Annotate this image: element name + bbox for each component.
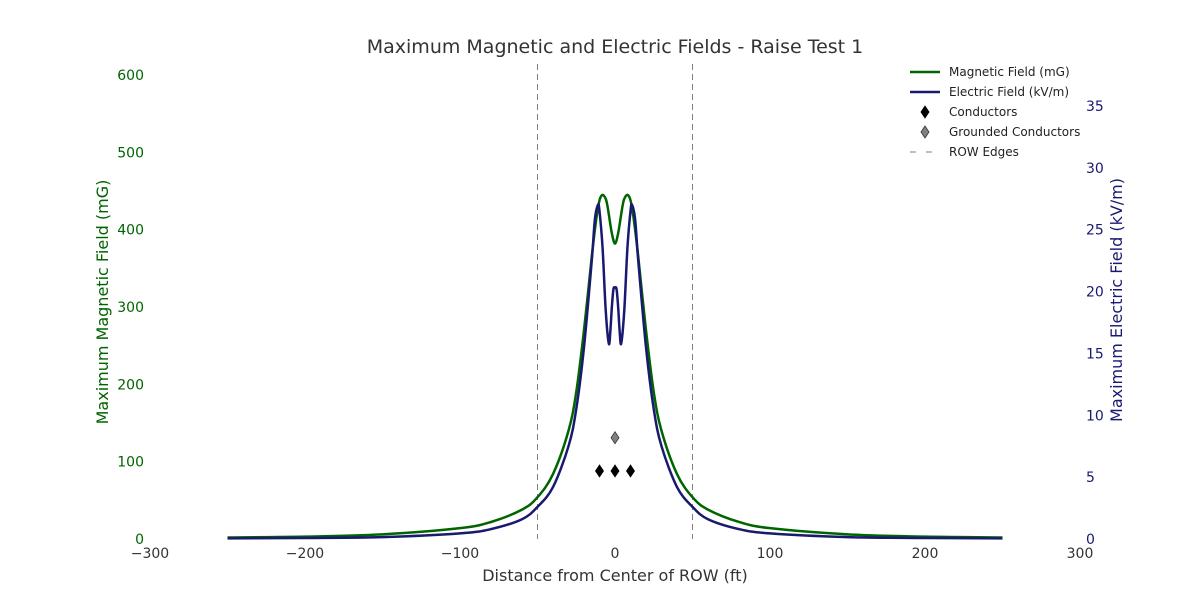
left-tick-label: 200 (117, 377, 144, 393)
conductor-markers (595, 430, 635, 478)
legend: Magnetic Field (mG) Electric Field (kV/m)… (910, 65, 1080, 159)
legend-label: Magnetic Field (mG) (949, 65, 1070, 79)
electric-field-line (227, 203, 1003, 540)
left-tick-label: 300 (117, 300, 144, 316)
right-axis-ticks: 0 5 10 15 20 25 30 35 (1086, 99, 1104, 548)
legend-label: Electric Field (kV/m) (949, 85, 1069, 99)
row-edges (537, 64, 693, 539)
legend-label: ROW Edges (949, 145, 1019, 159)
series-lines (227, 193, 1003, 540)
x-tick-label: 100 (757, 546, 784, 562)
x-tick-label: −100 (441, 546, 479, 562)
right-tick-label: 20 (1086, 285, 1104, 301)
right-tick-label: 35 (1086, 99, 1104, 115)
legend-entry: Grounded Conductors (920, 125, 1080, 139)
legend-entry: Electric Field (kV/m) (910, 85, 1069, 99)
conductor-marker (595, 464, 604, 478)
x-tick-label: −200 (286, 546, 324, 562)
left-axis-label: Maximum Magnetic Field (mG) (93, 180, 112, 425)
legend-entry: ROW Edges (910, 145, 1019, 159)
left-tick-label: 500 (117, 145, 144, 161)
legend-entry: Conductors (920, 105, 1017, 119)
magnetic-field-line (227, 193, 1003, 539)
right-tick-label: 25 (1086, 223, 1104, 239)
x-axis-ticks: −300 −200 −100 0 100 200 300 (131, 546, 1094, 562)
conductor-marker (626, 464, 635, 478)
left-axis-ticks: 0 100 200 300 400 500 600 (117, 68, 144, 548)
right-tick-label: 30 (1086, 161, 1104, 177)
legend-diamond-swatch (920, 105, 930, 119)
x-tick-label: 200 (912, 546, 939, 562)
right-axis-label: Maximum Electric Field (kV/m) (1107, 178, 1126, 422)
conductor-marker (610, 464, 620, 478)
right-tick-label: 10 (1086, 408, 1104, 424)
legend-label: Grounded Conductors (949, 125, 1080, 139)
x-tick-label: 0 (611, 546, 620, 562)
left-tick-label: 600 (117, 68, 144, 84)
right-tick-label: 5 (1086, 470, 1095, 486)
right-tick-label: 0 (1086, 532, 1095, 548)
grounded-conductor-marker (610, 430, 620, 445)
x-tick-label: 300 (1067, 546, 1094, 562)
left-tick-label: 400 (117, 223, 144, 239)
legend-label: Conductors (949, 105, 1017, 119)
left-tick-label: 0 (135, 532, 144, 548)
x-tick-label: −300 (131, 546, 169, 562)
legend-entry: Magnetic Field (mG) (910, 65, 1070, 79)
left-tick-label: 100 (117, 455, 144, 471)
x-axis-label: Distance from Center of ROW (ft) (482, 566, 748, 585)
chart-title: Maximum Magnetic and Electric Fields - R… (367, 36, 864, 58)
legend-diamond-swatch (920, 125, 930, 139)
right-tick-label: 15 (1086, 346, 1104, 362)
